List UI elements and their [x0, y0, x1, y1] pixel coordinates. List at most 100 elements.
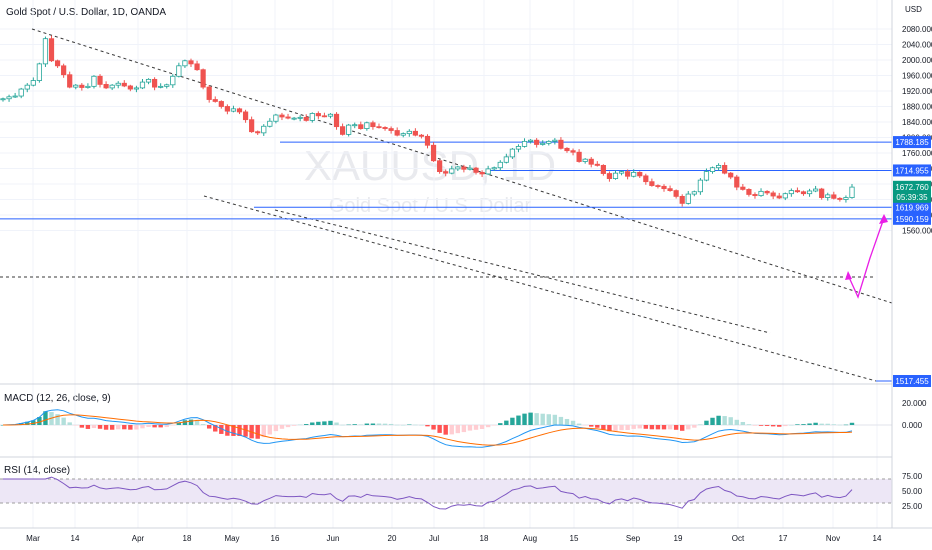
- last-price-tag: [893, 180, 931, 203]
- candle-body: [139, 81, 146, 89]
- macd-histogram-bar: [346, 424, 351, 426]
- candle-body: [546, 140, 552, 144]
- macd-histogram-bar: [704, 420, 709, 425]
- lower-channel-trendline: [203, 195, 877, 382]
- macd-histogram-bar: [291, 425, 297, 426]
- candle-body: [42, 38, 49, 65]
- macd-histogram-bar: [285, 425, 291, 428]
- candle-body: [697, 179, 703, 193]
- candle-body: [606, 173, 613, 179]
- macd-axis-tick: 0.000: [902, 421, 923, 430]
- candle-body: [497, 161, 503, 169]
- candle-body: [370, 122, 376, 128]
- candle-body: [394, 130, 400, 136]
- candle-body: [594, 163, 600, 166]
- candle-body: [158, 85, 164, 88]
- macd-histogram-bar: [146, 425, 151, 427]
- candle-body: [61, 65, 67, 76]
- price-axis-tick: 1920.000: [902, 87, 932, 96]
- macd-histogram-bar: [43, 411, 48, 425]
- candle-body: [430, 144, 437, 162]
- candle-body: [582, 158, 588, 162]
- candle-body: [327, 113, 334, 117]
- macd-histogram-bar: [849, 422, 855, 425]
- macd-histogram-bar: [55, 414, 60, 425]
- candle-body: [540, 142, 546, 145]
- macd-indicator-label[interactable]: MACD (12, 26, close, 9): [4, 393, 111, 404]
- rsi-pane: 75.00 50.00 25.00: [0, 472, 923, 511]
- macd-histogram-bar: [376, 423, 382, 425]
- macd-histogram-bar: [219, 425, 224, 434]
- candle-body: [740, 186, 746, 190]
- candle-body: [782, 193, 788, 199]
- time-axis[interactable]: Mar 14 Apr 18 May 16 Jun 20 Jul 18 Aug 15 Sep 19 Oct 17…: [26, 534, 882, 543]
- candle-body: [73, 84, 79, 88]
- candle-body: [346, 124, 352, 135]
- candle-body: [249, 119, 255, 133]
- time-axis-tick: Jun: [327, 534, 340, 543]
- candle-body: [85, 85, 91, 88]
- macd-histogram-bar: [231, 425, 236, 436]
- macd-histogram-bar: [37, 417, 42, 425]
- candle-body: [182, 60, 188, 67]
- macd-histogram-bar: [304, 424, 309, 425]
- macd-histogram-bar: [455, 425, 461, 434]
- candle-body: [655, 185, 661, 187]
- macd-histogram-bar: [473, 425, 479, 430]
- macd-histogram-bar: [831, 424, 837, 425]
- price-tag-box: [893, 212, 931, 225]
- candle-body: [819, 188, 825, 198]
- macd-histogram-bar: [752, 425, 758, 426]
- candle-body: [521, 140, 528, 147]
- price-tag-box: [893, 136, 931, 149]
- candle-body: [267, 120, 273, 127]
- candle-body: [449, 168, 455, 174]
- candle-body: [509, 148, 516, 158]
- macd-histogram-bar: [79, 425, 85, 428]
- macd-histogram-bar: [722, 416, 727, 425]
- candle-body: [776, 195, 782, 199]
- candle-body: [109, 84, 115, 89]
- candle-body: [709, 167, 716, 173]
- macd-histogram-bar: [364, 423, 370, 425]
- macd-histogram-bar: [564, 418, 570, 425]
- price-tag-label: 1788.185: [895, 138, 929, 147]
- candle-body: [18, 88, 24, 97]
- macd-histogram-bar: [334, 422, 339, 425]
- rsi-band: [0, 479, 892, 503]
- last-price-label: 1672.760: [895, 183, 929, 192]
- symbol-title[interactable]: Gold Spot / U.S. Dollar, 1D, OANDA: [6, 7, 167, 18]
- candle-body: [564, 147, 570, 152]
- candle-body: [443, 171, 449, 174]
- macd-histogram-bar: [825, 423, 830, 425]
- macd-histogram-bar: [449, 425, 454, 435]
- candle-body: [479, 171, 485, 175]
- time-axis-tick: May: [224, 534, 239, 543]
- macd-histogram-bar: [728, 417, 733, 425]
- candle-body: [67, 74, 73, 88]
- candle-body: [485, 168, 491, 175]
- macd-histogram-bar: [61, 417, 66, 425]
- time-axis-tick: 15: [570, 534, 579, 543]
- candles: [0, 35, 855, 207]
- currency-label: USD: [905, 5, 922, 14]
- macd-histogram-bar: [601, 425, 606, 430]
- time-axis-tick: 16: [271, 534, 280, 543]
- candle-body: [206, 86, 212, 100]
- macd-histogram-bar: [649, 425, 655, 430]
- time-axis-tick: Jul: [429, 534, 439, 543]
- price-tag-box: [893, 201, 931, 214]
- candle-body: [461, 166, 467, 170]
- macd-histogram-bar: [340, 424, 345, 426]
- time-axis-tick: 19: [674, 534, 683, 543]
- macd-histogram-bar: [492, 425, 497, 426]
- macd-histogram-bar: [279, 425, 285, 429]
- candle-body: [321, 115, 328, 118]
- macd-histogram-bar: [109, 425, 115, 430]
- macd-histogram-bar: [73, 425, 78, 426]
- macd-histogram-bar: [243, 425, 248, 437]
- candle-body: [333, 113, 340, 128]
- rsi-indicator-label[interactable]: RSI (14, close): [4, 465, 71, 476]
- candle-body: [552, 139, 558, 142]
